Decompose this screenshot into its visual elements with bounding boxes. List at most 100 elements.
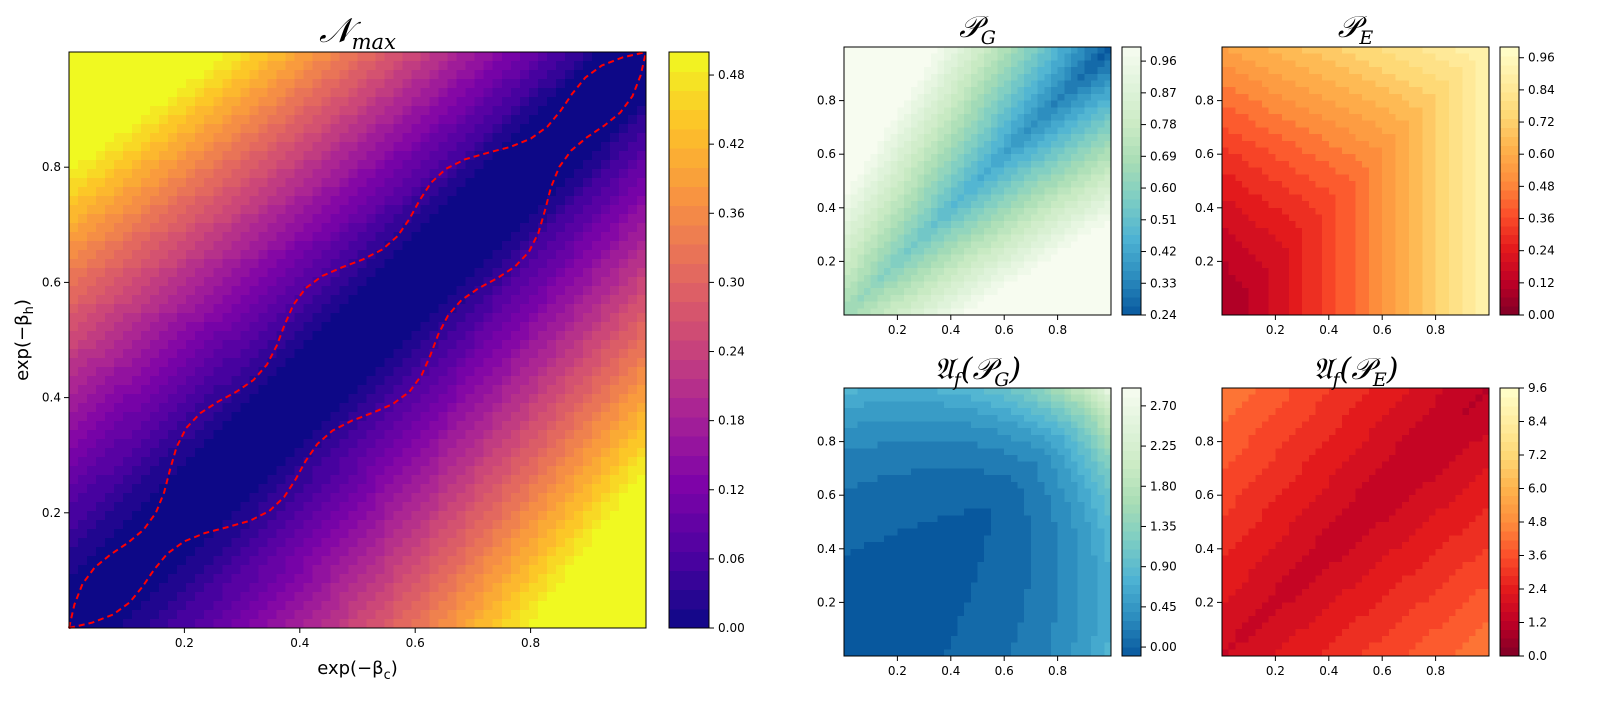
heatmap-cell	[546, 88, 557, 98]
heatmap-cell	[924, 93, 932, 102]
heatmap-cell	[114, 205, 124, 215]
heatmap-cell	[393, 583, 404, 593]
heatmap-cell	[249, 502, 259, 512]
heatmap-cell	[447, 466, 458, 476]
heatmap-cell	[964, 181, 972, 189]
heatmap-cell	[519, 286, 530, 296]
heatmap-cell	[204, 358, 214, 368]
heatmap-cell	[844, 187, 852, 195]
heatmap-cell	[456, 79, 467, 89]
heatmap-cell	[267, 115, 277, 125]
heatmap-cell	[537, 457, 548, 467]
heatmap-cell	[321, 565, 332, 575]
heatmap-cell	[492, 97, 503, 107]
heatmap-cell	[159, 61, 169, 71]
heatmap-cell	[69, 448, 79, 458]
heatmap-cell	[96, 547, 106, 557]
heatmap-cell	[375, 511, 386, 521]
heatmap-cell	[357, 277, 368, 287]
heatmap-cell	[492, 448, 503, 458]
heatmap-cell	[213, 475, 223, 485]
heatmap-cell	[591, 268, 602, 278]
heatmap-cell	[150, 187, 160, 197]
heatmap-cell	[465, 340, 476, 350]
heatmap-cell	[884, 100, 892, 108]
heatmap-cell	[285, 178, 295, 188]
heatmap-cell	[330, 565, 341, 575]
heatmap-cell	[420, 88, 431, 98]
heatmap-cell	[510, 268, 521, 278]
heatmap-cell	[850, 207, 858, 216]
heatmap-cell	[564, 151, 575, 161]
heatmap-cell	[857, 207, 865, 216]
heatmap-cell	[312, 232, 323, 242]
heatmap-cell	[69, 151, 79, 161]
heatmap-cell	[168, 232, 178, 242]
heatmap-cell	[123, 295, 133, 305]
heatmap-cell	[864, 301, 872, 309]
heatmap-cell	[276, 232, 286, 242]
heatmap-cell	[564, 160, 575, 170]
heatmap-cell	[303, 250, 314, 260]
heatmap-cell	[159, 52, 169, 62]
heatmap-cell	[555, 358, 566, 368]
heatmap-cell	[492, 385, 503, 395]
heatmap-cell	[844, 181, 852, 189]
heatmap-cell	[884, 67, 892, 75]
heatmap-cell	[420, 340, 431, 350]
heatmap-cell	[150, 241, 160, 251]
heatmap-cell	[159, 115, 169, 125]
heatmap-cell	[910, 294, 919, 303]
heatmap-cell	[87, 466, 97, 476]
heatmap-cell	[402, 538, 413, 548]
heatmap-cell	[411, 538, 422, 548]
heatmap-cell	[977, 140, 985, 149]
heatmap-cell	[231, 196, 241, 206]
heatmap-cell	[393, 106, 404, 116]
heatmap-cell	[321, 394, 332, 404]
heatmap-cell	[964, 120, 972, 128]
heatmap-cell	[546, 367, 557, 377]
heatmap-cell	[483, 178, 494, 188]
heatmap-cell	[87, 223, 97, 233]
heatmap-cell	[249, 313, 259, 323]
heatmap-cell	[438, 115, 449, 125]
heatmap-cell	[492, 205, 503, 215]
heatmap-cell	[114, 502, 124, 512]
heatmap-cell	[636, 403, 647, 413]
heatmap-cell	[366, 331, 377, 341]
heatmap-cell	[78, 52, 88, 62]
heatmap-cell	[447, 601, 458, 611]
heatmap-cell	[114, 556, 124, 566]
heatmap-cell	[114, 286, 124, 296]
heatmap-cell	[222, 286, 232, 296]
heatmap-cell	[438, 556, 449, 566]
heatmap-cell	[393, 511, 404, 521]
heatmap-cell	[877, 261, 885, 269]
heatmap-cell	[294, 574, 305, 584]
heatmap-cell	[402, 232, 413, 242]
heatmap-cell	[917, 308, 925, 316]
heatmap-cell	[492, 169, 503, 179]
heatmap-cell	[330, 583, 341, 593]
heatmap-cell	[177, 214, 187, 224]
heatmap-cell	[600, 565, 611, 575]
heatmap-cell	[877, 181, 885, 189]
heatmap-cell	[519, 160, 530, 170]
heatmap-cell	[231, 322, 241, 332]
heatmap-cell	[904, 154, 912, 162]
heatmap-cell	[904, 160, 912, 169]
heatmap-cell	[267, 79, 277, 89]
heatmap-cell	[910, 60, 919, 68]
heatmap-cell	[609, 610, 620, 620]
heatmap-cell	[964, 167, 972, 175]
heatmap-cell	[276, 259, 286, 269]
heatmap-cell	[930, 294, 939, 303]
heatmap-cell	[555, 214, 566, 224]
heatmap-cell	[402, 124, 413, 134]
heatmap-cell	[222, 97, 232, 107]
heatmap-cell	[132, 160, 142, 170]
heatmap-cell	[519, 394, 530, 404]
heatmap-cell	[69, 250, 79, 260]
heatmap-cell	[627, 430, 638, 440]
